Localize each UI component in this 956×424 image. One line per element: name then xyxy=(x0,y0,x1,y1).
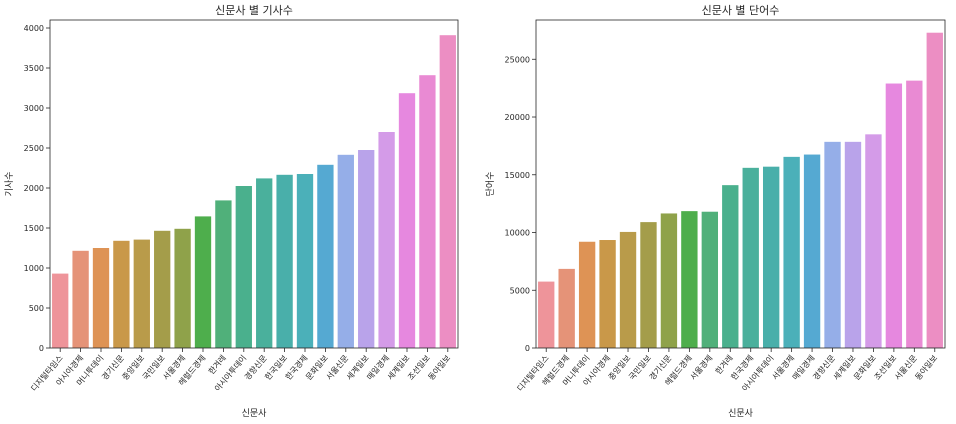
y-tick-label: 5000 xyxy=(510,286,530,295)
x-tick-label: 서울경제 xyxy=(688,353,715,382)
chart-title: 신문사 별 기사수 xyxy=(215,4,293,17)
bar-7 xyxy=(660,213,678,348)
bar-14 xyxy=(803,154,821,348)
bar-20 xyxy=(439,35,456,348)
bar-4 xyxy=(113,240,130,348)
plot-frame xyxy=(49,19,459,349)
bar-20 xyxy=(926,32,943,348)
bar-18 xyxy=(885,83,903,349)
bar-10 xyxy=(235,186,252,348)
bar-12 xyxy=(276,174,293,348)
bar-16 xyxy=(844,141,862,348)
bar-2 xyxy=(558,268,575,348)
x-tick-label: 동아일보 xyxy=(913,353,940,382)
y-tick-label: 10000 xyxy=(505,229,530,238)
bar-6 xyxy=(640,222,657,348)
x-tick-label: 디지털타임스 xyxy=(515,353,551,393)
bar-11 xyxy=(256,178,273,348)
bar-8 xyxy=(194,216,212,348)
bar-15 xyxy=(824,141,841,348)
bar-11 xyxy=(742,167,759,348)
bar-12 xyxy=(762,166,780,348)
bar-17 xyxy=(378,132,395,348)
bar-18 xyxy=(398,93,416,348)
bar-8 xyxy=(681,211,698,348)
y-tick-label: 1500 xyxy=(24,224,44,233)
bar-9 xyxy=(215,200,232,348)
chart-word-count: 0500010000150002000025000디지털타임스헤럴드경제머니투데… xyxy=(485,4,946,419)
bar-19 xyxy=(419,75,436,348)
bar-16 xyxy=(358,150,375,348)
y-tick-label: 3500 xyxy=(24,64,44,73)
y-axis-label: 기사수 xyxy=(4,172,15,197)
bar-13 xyxy=(296,174,314,348)
y-tick-label: 2000 xyxy=(24,184,44,193)
bar-15 xyxy=(337,154,354,348)
bar-14 xyxy=(317,164,334,348)
x-tick-label: 디지털타임스 xyxy=(29,353,65,393)
bar-4 xyxy=(599,240,616,348)
bar-5 xyxy=(619,231,637,348)
x-axis-label: 신문사 xyxy=(242,408,268,419)
y-tick-label: 20000 xyxy=(505,113,530,122)
bar-3 xyxy=(92,248,110,348)
y-tick-label: 4000 xyxy=(24,24,44,33)
y-tick-label: 500 xyxy=(29,304,44,313)
y-tick-label: 3000 xyxy=(24,104,44,113)
bar-10 xyxy=(722,185,739,348)
bar-7 xyxy=(174,228,191,348)
bar-5 xyxy=(133,239,150,348)
bar-1 xyxy=(52,273,69,348)
x-axis-label: 신문사 xyxy=(728,408,754,419)
y-tick-label: 2500 xyxy=(24,144,44,153)
y-tick-label: 0 xyxy=(525,344,530,353)
bar-3 xyxy=(578,241,596,348)
x-tick-label: 동아일보 xyxy=(426,353,453,382)
chart-title: 신문사 별 단어수 xyxy=(702,4,780,17)
bar-9 xyxy=(701,211,719,348)
plot-frame xyxy=(535,19,946,349)
bar-6 xyxy=(154,230,171,348)
y-tick-label: 15000 xyxy=(505,171,530,180)
y-tick-label: 25000 xyxy=(505,55,530,64)
bar-19 xyxy=(906,80,923,349)
y-axis-label: 단어수 xyxy=(485,172,496,197)
y-tick-label: 1000 xyxy=(24,264,44,273)
chart-article-count: 05001000150020002500300035004000디지털타임스아시… xyxy=(4,4,459,419)
bar-13 xyxy=(783,156,800,348)
bar-1 xyxy=(538,281,555,348)
y-tick-label: 0 xyxy=(39,344,44,353)
bar-17 xyxy=(865,134,882,348)
bar-2 xyxy=(72,250,89,348)
